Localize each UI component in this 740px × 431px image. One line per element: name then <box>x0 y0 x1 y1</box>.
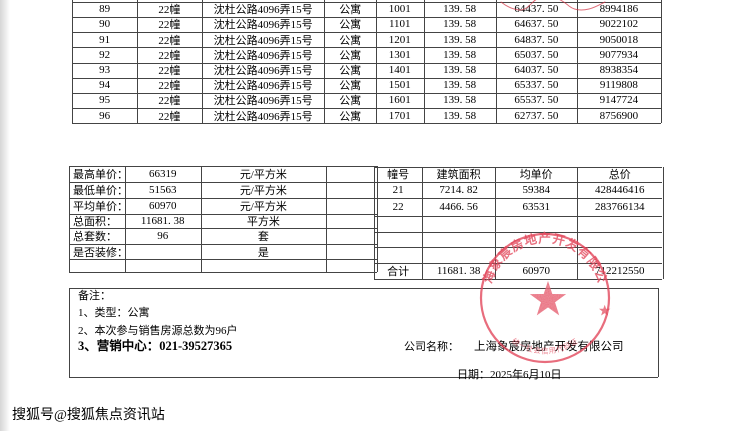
svg-text:统一社会信用代码证: 统一社会信用代码证 <box>510 336 580 356</box>
svg-text:上海象宸房地产开发有限公司: 上海象宸房地产开发有限公司 <box>438 186 609 285</box>
